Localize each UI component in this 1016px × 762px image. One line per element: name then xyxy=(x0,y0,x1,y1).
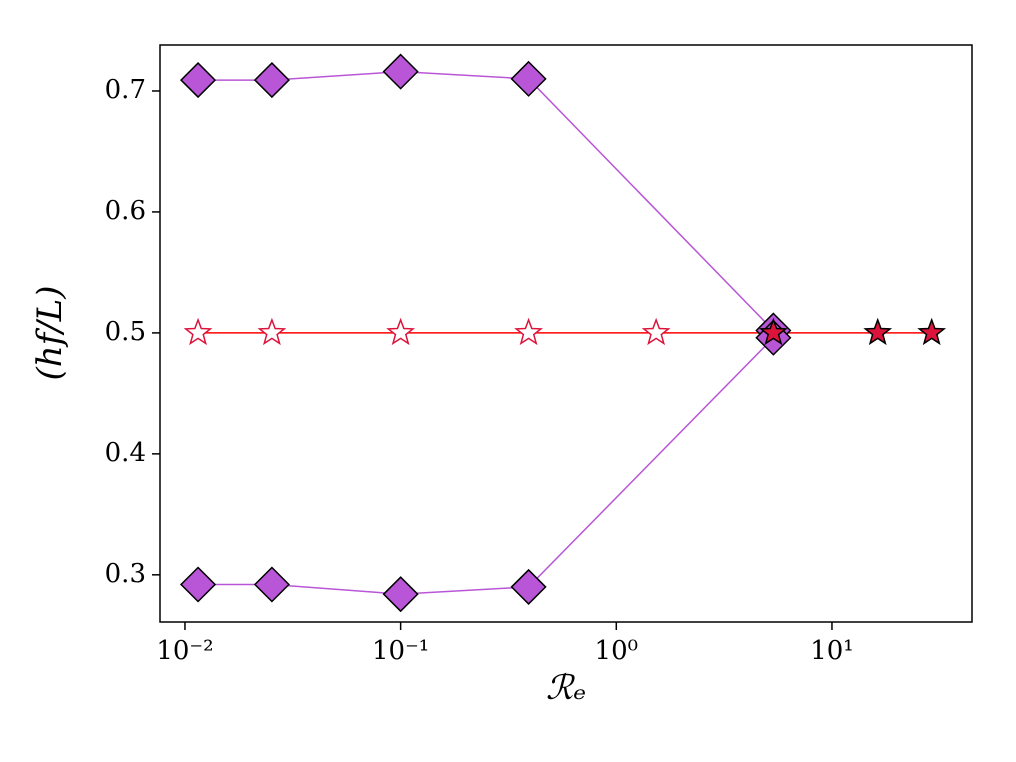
star-marker xyxy=(641,317,671,346)
y-axis-label: (hf/L) xyxy=(30,285,70,380)
star-marker xyxy=(257,317,287,346)
star-marker xyxy=(386,317,416,346)
diamond-marker xyxy=(253,566,290,603)
series-line xyxy=(198,70,774,331)
x-tick-label: 10⁻² xyxy=(156,636,213,666)
x-tick-label: 10⁰ xyxy=(595,636,639,666)
star-marker xyxy=(758,317,788,346)
diamond-marker xyxy=(382,576,419,613)
x-tick-label: 10¹ xyxy=(810,636,854,666)
star-marker xyxy=(917,317,947,346)
diamond-marker xyxy=(253,62,290,99)
diamond-marker xyxy=(382,53,419,90)
y-tick-label: 0.7 xyxy=(105,75,146,105)
series-line xyxy=(198,337,774,595)
diamond-marker xyxy=(510,60,547,97)
y-tick-label: 0.4 xyxy=(105,438,146,468)
diamond-marker xyxy=(179,62,217,99)
star-marker xyxy=(863,317,893,346)
y-tick-label: 0.5 xyxy=(105,317,146,347)
plot-frame xyxy=(159,44,973,623)
y-tick-label: 0.6 xyxy=(105,196,146,226)
x-tick-label: 10⁻¹ xyxy=(372,636,429,666)
diamond-marker xyxy=(179,566,217,603)
star-marker xyxy=(514,317,543,346)
diamond-marker xyxy=(510,568,547,605)
y-tick-label: 0.3 xyxy=(105,559,146,589)
star-marker xyxy=(183,317,213,346)
x-axis-label: ℛₑ xyxy=(546,668,586,708)
